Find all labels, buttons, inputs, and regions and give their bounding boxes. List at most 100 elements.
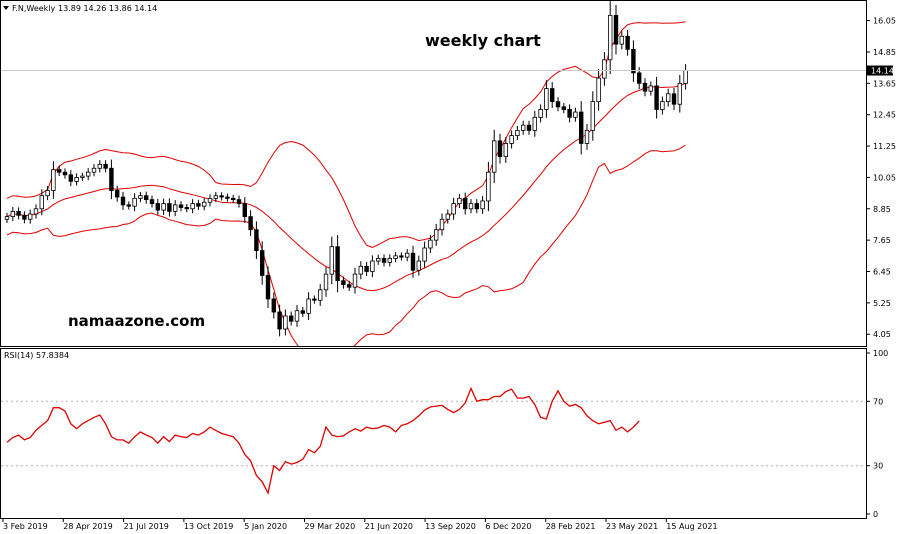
rsi-panel-frame [0,348,867,519]
candle [660,96,665,115]
candle [329,236,334,285]
price-tick-label: 6.45 [873,268,891,277]
candle [115,185,120,202]
time-tick-label: 13 Oct 2019 [184,522,233,531]
candle [393,252,398,263]
rsi-tick-label: 30 [873,462,883,471]
price-tick-label: 11.25 [873,142,896,151]
candle [619,31,624,50]
candle [120,191,126,210]
candle [602,52,607,86]
rsi-tick-label: 100 [873,349,888,358]
candle [352,267,358,294]
candle [625,29,630,56]
bollinger-lower-line [6,144,686,346]
candle [462,192,468,215]
candle [10,206,15,222]
candle [677,74,682,113]
rsi-axis: 100 70 30 0 [866,349,888,519]
candle [613,5,619,55]
candle [590,91,595,141]
current-price-value: 14.14 [871,67,894,76]
candle [387,254,392,267]
symbol-label: F.N,Weekly [12,4,56,13]
candle [230,194,236,204]
candle [433,223,439,246]
candle [277,304,282,337]
candle [509,130,514,149]
candle [445,209,450,224]
candle [480,195,485,214]
rsi-line [6,386,640,496]
candle [161,198,166,215]
candle [4,212,10,224]
candle [22,211,27,224]
price-tick-label: 7.65 [873,236,891,245]
candle [178,201,184,212]
candle [439,213,445,236]
candle [80,172,85,181]
candle [248,210,253,237]
candle [579,101,584,155]
candle [428,235,433,254]
candle [503,137,508,163]
candle [532,110,537,137]
candle [550,82,555,109]
candle [254,221,259,259]
candle [555,97,561,112]
candle [196,199,201,210]
time-tick-label: 15 Aug 2021 [666,522,717,531]
price-axis: 16.05 14.85 13.65 12.45 11.25 10.05 8.85 7.65 6.… [866,17,896,339]
candle [451,197,456,220]
candle [608,1,613,75]
candle [86,168,91,181]
candle [271,292,276,319]
candle [422,241,427,268]
candle [404,249,410,262]
rsi-series [6,386,640,496]
candle [62,168,68,179]
ohlc-values: 13.89 14.26 13.86 14.14 [58,4,157,13]
candle [68,170,73,187]
candle [346,280,352,291]
price-tick-label: 10.05 [873,173,896,182]
candle [219,192,224,201]
candle [167,198,172,217]
candle [515,125,520,141]
candle [526,120,532,135]
time-tick-label: 13 Sep 2020 [425,522,476,531]
bollinger-upper-line [6,21,686,248]
rsi-grid [1,400,866,467]
price-tick-label: 13.65 [873,79,896,88]
rsi-tick-label: 0 [873,510,878,519]
time-tick-label: 21 Jun 2020 [365,522,413,531]
candle [671,88,677,110]
time-tick-label: 6 Dec 2020 [485,522,531,531]
chart-title: weekly chart [425,31,541,50]
candle [544,80,549,118]
candle [358,261,363,280]
candle [300,306,305,318]
time-tick-label: 23 May 2021 [606,522,658,531]
time-tick-label: 5 Jan 2020 [244,522,287,531]
candle [288,311,294,326]
time-tick-label: 28 Apr 2019 [63,522,112,531]
candle [190,199,195,214]
candle [468,199,474,214]
candle [335,235,340,293]
dropdown-triangle-icon[interactable] [3,6,9,10]
candle [33,204,39,219]
time-tick-label: 3 Feb 2019 [3,522,48,531]
candle [126,201,131,210]
price-tick-label: 4.05 [873,330,891,339]
candle [341,276,346,289]
candle [201,198,207,211]
candlestick-series [4,1,688,337]
candle [312,295,317,304]
time-tick-label: 28 Feb 2021 [546,522,596,531]
candle [561,103,566,114]
candle [567,104,572,123]
candle [132,193,137,212]
candle [370,255,375,278]
